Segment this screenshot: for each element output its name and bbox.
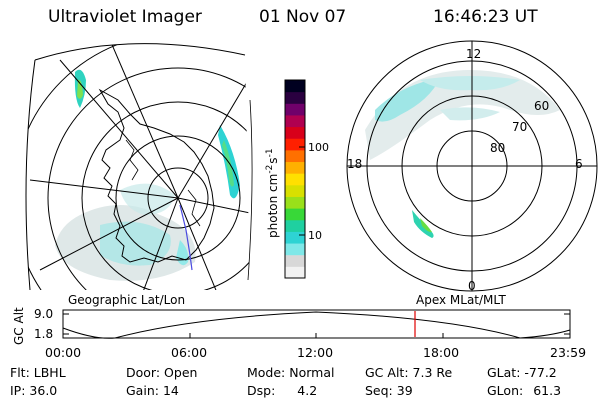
colorbar-frame bbox=[284, 79, 306, 279]
colorbar-segment bbox=[285, 231, 305, 244]
colorbar-tick-100: 100 bbox=[308, 141, 329, 154]
colorbar-segment bbox=[285, 196, 305, 209]
status-glon: GLon: 61.3 bbox=[487, 383, 562, 398]
color-bar-ticks bbox=[299, 146, 305, 236]
status-gcalt: GC Alt: 7.3 Re bbox=[365, 365, 453, 380]
colorbar-unit: photon cm-2s-1 bbox=[265, 148, 280, 238]
timeline-ytick-1-8: 1.8 bbox=[34, 327, 53, 341]
latitude-circles bbox=[26, 43, 250, 290]
mlt-label-12: 12 bbox=[466, 47, 481, 61]
left-map-label: Geographic Lat/Lon bbox=[68, 293, 185, 307]
status-ip: IP: 36.0 bbox=[10, 383, 58, 398]
colorbar-segment bbox=[285, 266, 305, 279]
meridians bbox=[29, 43, 250, 290]
date-label: 01 Nov 07 bbox=[259, 7, 347, 27]
xtick-0000: 00:00 bbox=[45, 345, 82, 360]
colorbar-tick-10: 10 bbox=[308, 229, 322, 242]
colorbar-segment bbox=[285, 80, 305, 93]
colorbar-segment bbox=[285, 114, 305, 128]
status-seq: Seq: 39 bbox=[365, 383, 413, 398]
polar-map bbox=[346, 40, 598, 292]
status-glat: GLat: -77.2 bbox=[487, 365, 557, 380]
status-dsp: Dsp: 4.2 bbox=[247, 383, 318, 398]
colorbar-segment bbox=[285, 243, 305, 256]
mlt-label-18: 18 bbox=[347, 157, 362, 171]
status-door: Door: Open bbox=[126, 365, 198, 380]
status-flt: Flt: LBHL bbox=[10, 365, 66, 380]
timeline-plot bbox=[62, 309, 571, 339]
geographic-map bbox=[25, 43, 253, 291]
colorbar-segment bbox=[285, 254, 305, 267]
color-bar bbox=[284, 79, 306, 279]
mlt-label-0: 0 bbox=[468, 279, 476, 293]
colorbar-segment bbox=[285, 161, 305, 174]
colorbar-segment bbox=[285, 173, 305, 186]
status-mode: Mode: Normal bbox=[247, 365, 335, 380]
status-gain: Gain: 14 bbox=[126, 383, 179, 398]
timeline-ytick-9: 9.0 bbox=[34, 307, 53, 321]
time-label: 16:46:23 UT bbox=[433, 7, 538, 27]
lat-label-70: 70 bbox=[512, 120, 527, 134]
right-map-label: Apex MLat/MLT bbox=[416, 293, 506, 307]
lat-label-80: 80 bbox=[490, 141, 505, 155]
lat-label-60: 60 bbox=[534, 99, 549, 113]
colorbar-segment bbox=[285, 138, 305, 151]
colorbar-segment bbox=[285, 103, 305, 116]
continent-outline bbox=[98, 88, 215, 263]
xtick-1800: 18:00 bbox=[423, 345, 460, 360]
colorbar-segment bbox=[285, 91, 305, 104]
colorbar-segment bbox=[285, 149, 305, 163]
xtick-2359: 23:59 bbox=[550, 345, 587, 360]
colorbar-segment bbox=[285, 219, 305, 232]
timeline-ylabel: GC Alt bbox=[12, 307, 26, 345]
colorbar-segment bbox=[285, 126, 305, 139]
xtick-0600: 06:00 bbox=[171, 345, 208, 360]
xtick-1200: 12:00 bbox=[297, 345, 334, 360]
colorbar-segment bbox=[285, 208, 305, 221]
colorbar-segment bbox=[285, 184, 305, 197]
mlt-label-6: 6 bbox=[575, 157, 583, 171]
app-title: Ultraviolet Imager bbox=[48, 7, 202, 27]
altitude-curve bbox=[62, 311, 571, 339]
